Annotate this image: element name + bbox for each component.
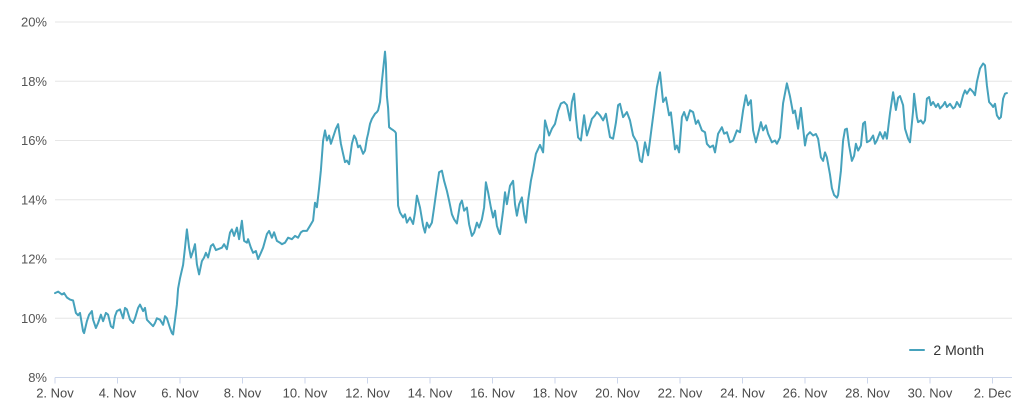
- x-tick-label: 6. Nov: [161, 386, 199, 401]
- x-tick-label: 22. Nov: [658, 386, 703, 401]
- y-tick-label: 20%: [21, 15, 47, 30]
- x-tick-label: 2. Dec: [974, 386, 1012, 401]
- x-tick-label: 12. Nov: [345, 386, 390, 401]
- y-tick-label: 18%: [21, 74, 47, 89]
- legend-item-2-month[interactable]: 2 Month: [909, 343, 984, 357]
- x-tick-label: 30. Nov: [908, 386, 953, 401]
- series-line-2-month: [54, 50, 1008, 336]
- x-tick-label: 16. Nov: [470, 386, 515, 401]
- x-tick-label: 4. Nov: [99, 386, 137, 401]
- x-tick-label: 24. Nov: [720, 386, 765, 401]
- x-tick-label: 28. Nov: [845, 386, 890, 401]
- legend-label: 2 Month: [933, 342, 984, 358]
- x-tick-label: 10. Nov: [283, 386, 328, 401]
- y-tick-label: 14%: [21, 192, 47, 207]
- x-tick-label: 8. Nov: [224, 386, 262, 401]
- y-tick-label: 12%: [21, 252, 47, 267]
- y-tick-label: 16%: [21, 133, 47, 148]
- x-tick-label: 14. Nov: [408, 386, 453, 401]
- legend-line-swatch: [909, 349, 926, 351]
- y-tick-label: 8%: [28, 370, 47, 385]
- x-tick-label: 20. Nov: [595, 386, 640, 401]
- y-tick-label: 10%: [21, 311, 47, 326]
- x-tick-label: 18. Nov: [533, 386, 578, 401]
- x-tick-label: 2. Nov: [36, 386, 74, 401]
- x-tick-label: 26. Nov: [783, 386, 828, 401]
